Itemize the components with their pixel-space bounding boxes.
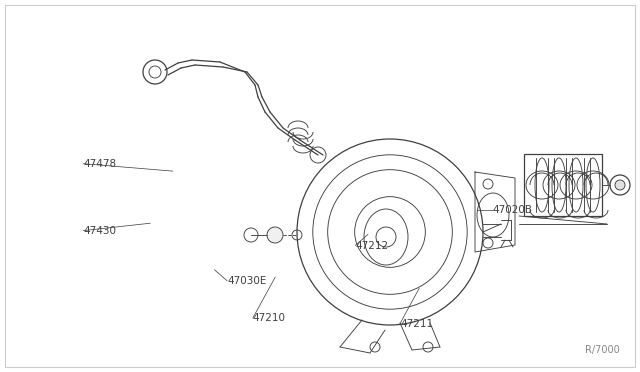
Circle shape	[615, 180, 625, 190]
Text: 47210: 47210	[253, 313, 286, 323]
Text: 47211: 47211	[400, 319, 433, 328]
Text: 47430: 47430	[83, 226, 116, 235]
Text: 47478: 47478	[83, 159, 116, 169]
Text: 47212: 47212	[355, 241, 388, 250]
Circle shape	[267, 227, 283, 243]
Text: 47020B: 47020B	[493, 205, 532, 215]
Text: 47030E: 47030E	[227, 276, 267, 286]
Text: R/7000: R/7000	[585, 345, 620, 355]
